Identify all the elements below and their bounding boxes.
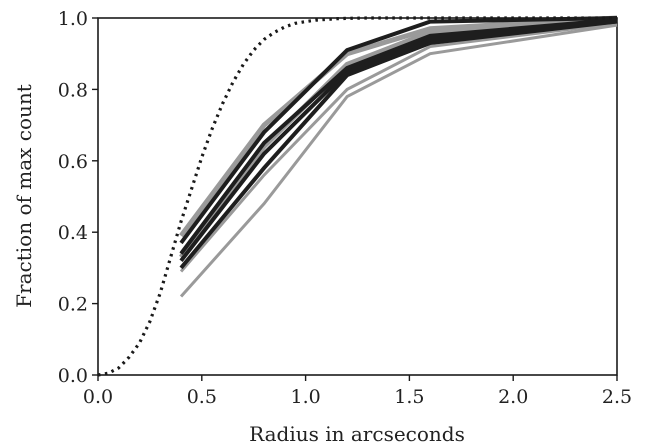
- reference-curve-dotted: [97, 16, 617, 377]
- series-line-4: [179, 17, 618, 259]
- x-ticks: 0.0 0.5 1.0 1.5 2.0 2.5: [83, 375, 632, 408]
- y-tick-label: 0.2: [58, 294, 88, 316]
- y-tick-label: 0.0: [58, 365, 88, 387]
- y-tick-label: 0.6: [58, 151, 88, 173]
- x-tick-label: 0.0: [83, 386, 113, 408]
- y-tick-label: 0.4: [58, 222, 88, 244]
- y-tick-label: 1.0: [58, 8, 88, 30]
- y-axis-label: Fraction of max count: [12, 84, 36, 308]
- x-tick-label: 2.5: [602, 386, 632, 408]
- series-line-8: [179, 16, 618, 245]
- series-line-7: [179, 17, 618, 255]
- plot-area: 0.0 0.5 1.0 1.5 2.0 2.5 0.0 0.2 0.4 0.6 0.8 1.0: [58, 8, 632, 408]
- series-layer: [179, 15, 618, 298]
- y-tick-label: 0.8: [58, 79, 88, 101]
- x-tick-label: 1.0: [290, 386, 320, 408]
- series-line-6: [179, 19, 618, 262]
- x-tick-label: 1.5: [394, 386, 424, 408]
- series-line-1: [179, 23, 618, 298]
- series-line-2: [179, 21, 618, 273]
- reference-layer: [97, 16, 617, 377]
- series-line-5: [179, 19, 618, 270]
- x-axis-label: Radius in arcseconds: [249, 422, 465, 446]
- x-tick-label: 0.5: [187, 386, 217, 408]
- x-tick-label: 2.0: [498, 386, 528, 408]
- series-line-3: [179, 15, 618, 238]
- y-ticks: 0.0 0.2 0.4 0.6 0.8 1.0: [58, 8, 98, 387]
